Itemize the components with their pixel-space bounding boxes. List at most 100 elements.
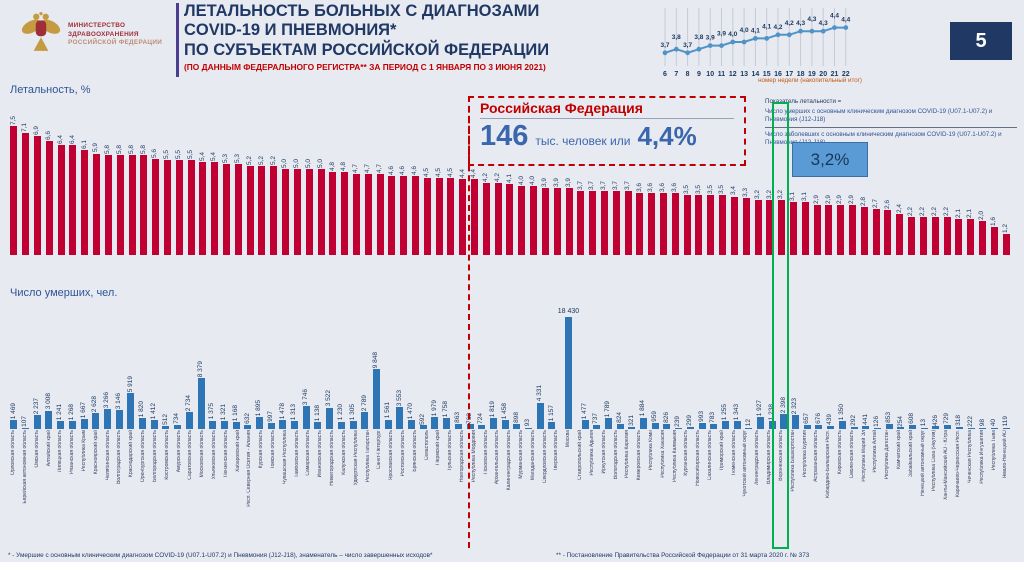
lethality-column: 5,3 <box>221 95 233 255</box>
deaths-value-label: 98 <box>978 419 986 427</box>
deaths-value-label: 1 884 <box>639 400 647 417</box>
deaths-bar <box>22 427 30 429</box>
region-name-label: Брянская область <box>412 430 418 472</box>
lethality-column: 3,7 <box>610 95 622 255</box>
region-name-label: Чеченская Республика <box>967 430 973 483</box>
deaths-value-label: 299 <box>686 415 694 427</box>
lethality-value-label: 4,2 <box>493 172 501 182</box>
deaths-column: 93 <box>523 308 535 429</box>
deaths-column: 632 <box>242 308 254 429</box>
deaths-column: 3 146 <box>113 308 125 429</box>
lethality-column: 6,6 <box>43 95 55 255</box>
lethality-column: 2,2 <box>918 95 930 255</box>
data-point <box>673 46 679 52</box>
deaths-bar <box>909 425 917 429</box>
region-name: Московская область <box>197 430 209 548</box>
data-point <box>719 43 724 48</box>
lethality-value-label: 2,6 <box>883 200 891 210</box>
region-name: Чеченская Республика <box>965 430 977 548</box>
lethality-bar <box>919 217 927 255</box>
week-tick-label: 7 <box>674 71 678 78</box>
deaths-column: 2 237 <box>31 308 43 429</box>
data-point <box>764 36 770 41</box>
deaths-value-label: 1 230 <box>337 404 345 421</box>
deaths-value-label: 13 <box>920 419 927 427</box>
deaths-bar <box>525 427 533 429</box>
lethality-column: 3,2 <box>764 95 776 255</box>
deaths-bar <box>139 417 146 429</box>
data-point <box>798 28 803 34</box>
lethality-value-label: 3,4 <box>730 186 738 196</box>
deaths-column: 119 <box>1000 308 1012 429</box>
lethality-value-label: 5,4 <box>210 152 218 162</box>
lethality-value-label: 5,3 <box>234 153 242 163</box>
deaths-bar <box>616 424 624 429</box>
deaths-bar <box>337 421 345 429</box>
deaths-column: 826 <box>661 308 673 429</box>
region-name: Калужская область <box>339 430 351 548</box>
region-name-label: Томская область <box>271 430 276 470</box>
deaths-bar <box>361 412 369 429</box>
lethality-value-label: 2,9 <box>848 195 856 205</box>
week-tick-label: 21 <box>831 71 839 78</box>
lethality-bar <box>282 169 290 255</box>
region-name-label: Ханты-Мансийский АО - Югра <box>944 430 950 500</box>
deaths-bar <box>955 427 963 429</box>
deaths-column: 1 138 <box>312 308 324 429</box>
line-chart-caption: номер недели (накопительный итог) <box>758 77 862 84</box>
deaths-value-label: 783 <box>709 412 717 424</box>
region-name-label: Республика Карелия <box>625 430 631 478</box>
deaths-value-label: 608 <box>908 413 916 425</box>
deaths-value-label: 1 820 <box>138 400 146 417</box>
deaths-column: 4 331 <box>534 308 546 429</box>
weekly-lethality-line-chart: 3,7 6 3,8 7 3,7 8 3,8 9 3,9 10 3,9 11 4,0 12 4,0 13 4,1 1… <box>660 8 851 78</box>
rf-deaths-unit: тыс. человек или <box>535 134 631 148</box>
lethality-column: 4,1 <box>504 95 516 255</box>
deaths-column: 1 478 <box>277 308 289 429</box>
deaths-value-label: 1 255 <box>721 404 729 421</box>
lethality-value-label: 4,0 <box>517 176 525 186</box>
region-name: Чувашская Республика <box>280 430 292 548</box>
deaths-column: 1 313 <box>289 308 301 429</box>
lethality-value-label: 5,8 <box>139 145 147 155</box>
lethality-column: 4,0 <box>528 95 540 255</box>
lethality-value-label: 3,9 <box>564 177 572 187</box>
deaths-value-label: 997 <box>266 411 274 422</box>
lethality-bar <box>152 158 160 255</box>
deaths-bar <box>185 412 193 429</box>
deaths-column: 222 <box>965 308 977 429</box>
lethality-bar <box>600 191 608 255</box>
deaths-bar <box>349 421 357 429</box>
deaths-value-label: 1 168 <box>231 404 239 421</box>
deaths-bar <box>466 424 474 429</box>
region-name: Республика Адыгея <box>587 430 599 548</box>
deaths-value-label: 1 313 <box>290 403 298 421</box>
point-value-label: 3,9 <box>717 31 726 38</box>
deaths-bar <box>686 427 694 429</box>
deaths-bar <box>267 422 275 429</box>
lethality-bar <box>683 194 691 255</box>
deaths-column: 2 323 <box>790 308 802 429</box>
point-value-label: 3,9 <box>706 35 715 42</box>
deaths-value-label: 426 <box>931 414 939 426</box>
deaths-column: 1 241 <box>55 308 67 429</box>
deaths-column: 1 895 <box>254 308 266 429</box>
lethality-value-label: 4,6 <box>399 165 407 175</box>
deaths-value-label: 1 138 <box>313 404 321 422</box>
region-name-label: Пензенская область <box>223 430 229 478</box>
deaths-column: 2 628 <box>90 308 102 429</box>
lethality-column: 4,8 <box>327 95 339 255</box>
deaths-bar <box>548 421 556 429</box>
lethality-bar <box>518 186 526 255</box>
week-tick-label: 12 <box>729 71 737 78</box>
lethality-value-label: 5,0 <box>281 158 289 168</box>
region-name-label: Республика Алтай <box>873 430 879 473</box>
deaths-value-label: 441 <box>861 414 869 426</box>
data-point <box>786 32 792 38</box>
rf-callout-numbers: 146 тыс. человек или 4,4% <box>480 120 734 153</box>
lethality-bar <box>541 187 549 255</box>
deaths-column: 1 927 <box>755 308 767 429</box>
lethality-column: 3,5 <box>681 95 693 255</box>
region-name-label: Вологодская область <box>613 430 619 480</box>
deaths-column: 734 <box>172 308 184 429</box>
